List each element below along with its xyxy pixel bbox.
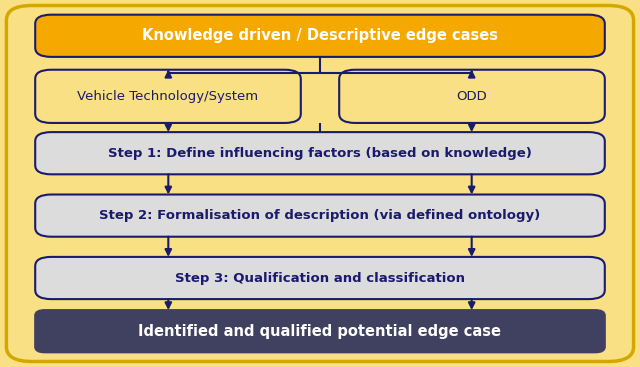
FancyBboxPatch shape [35, 15, 605, 57]
FancyBboxPatch shape [35, 257, 605, 299]
Text: Vehicle Technology/System: Vehicle Technology/System [77, 90, 259, 103]
Text: Step 3: Qualification and classification: Step 3: Qualification and classification [175, 272, 465, 284]
FancyBboxPatch shape [339, 70, 605, 123]
Text: Knowledge driven / Descriptive edge cases: Knowledge driven / Descriptive edge case… [142, 28, 498, 43]
Text: Step 2: Formalisation of description (via defined ontology): Step 2: Formalisation of description (vi… [99, 209, 541, 222]
FancyBboxPatch shape [35, 70, 301, 123]
FancyBboxPatch shape [35, 310, 605, 352]
Text: Identified and qualified potential edge case: Identified and qualified potential edge … [138, 324, 502, 339]
FancyBboxPatch shape [35, 132, 605, 174]
FancyBboxPatch shape [6, 6, 634, 361]
Text: Step 1: Define influencing factors (based on knowledge): Step 1: Define influencing factors (base… [108, 147, 532, 160]
Text: ODD: ODD [456, 90, 488, 103]
FancyBboxPatch shape [35, 195, 605, 237]
